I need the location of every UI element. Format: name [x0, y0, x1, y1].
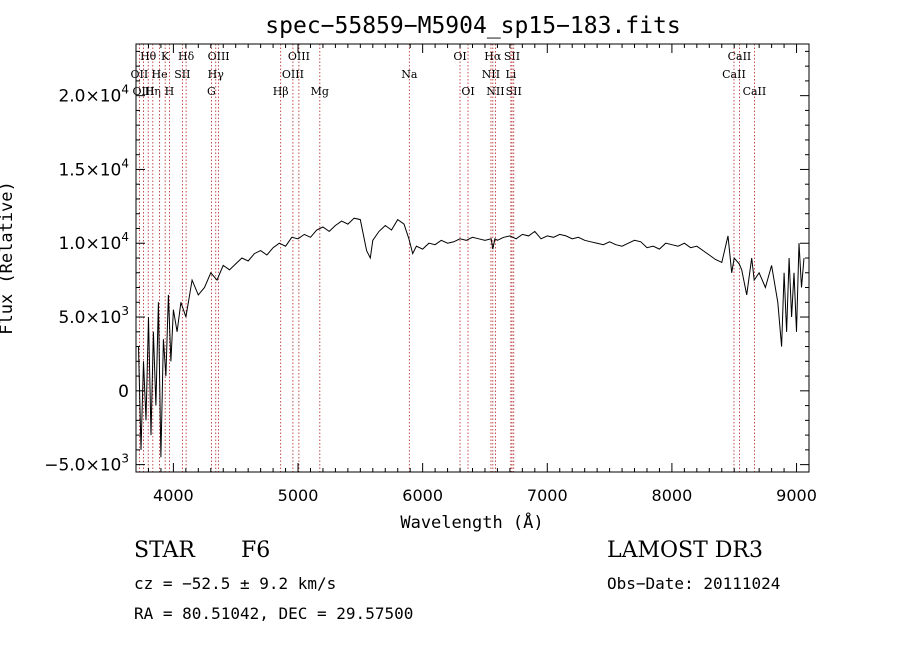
chart-title: spec−55859−M5904_sp15−183.fits — [265, 13, 680, 39]
line-marker-label: OI — [453, 50, 466, 63]
line-marker-label: H — [165, 85, 175, 98]
x-tick-label: 7000 — [527, 486, 568, 505]
line-marker-label: Hη — [145, 85, 161, 98]
line-marker-label: OIII — [132, 85, 154, 98]
line-marker-label: OIII — [282, 68, 304, 81]
line-marker-label: OI — [461, 85, 474, 98]
sky-coordinates: RA = 80.51042, DEC = 29.57500 — [134, 604, 414, 623]
line-marker-label: OIII — [288, 50, 310, 63]
line-marker-label: SII — [504, 50, 520, 63]
series-layer — [138, 217, 805, 458]
y-tick-label: 1.0×104 — [58, 230, 129, 254]
x-tick-label: 4000 — [153, 486, 194, 505]
survey-name: LAMOST DR3 — [607, 538, 763, 563]
y-tick-label: 1.5×104 — [58, 156, 129, 180]
line-marker-label: CaII — [722, 68, 746, 81]
y-tick-label: −5.0×103 — [44, 452, 129, 476]
line-marker-label: Hθ — [140, 50, 157, 63]
observation-date: Obs−Date: 20111024 — [607, 574, 781, 593]
y-axis-label: Flux (Relative) — [0, 181, 17, 335]
line-marker-label: K — [161, 50, 170, 63]
y-tick-label: 0 — [118, 382, 129, 402]
line-marker-label: Hγ — [208, 68, 225, 81]
line-marker-label: NII — [482, 68, 500, 81]
x-tick-label: 6000 — [402, 486, 443, 505]
x-tick-label: 5000 — [278, 486, 319, 505]
x-axis: 4000 5000 6000 7000 8000 9000 — [147, 44, 817, 505]
line-marker-label: Hβ — [273, 85, 289, 98]
x-tick-label: 9000 — [776, 486, 817, 505]
x-axis-label: Wavelength (Å) — [400, 511, 543, 533]
object-subclass: F6 — [241, 538, 271, 563]
line-marker-label: Hα — [484, 50, 502, 63]
line-marker-label: CaII — [728, 50, 752, 63]
y-tick-label: 5.0×103 — [58, 304, 129, 328]
line-marker-label: Hδ — [178, 50, 195, 63]
line-marker-label: He — [152, 68, 168, 81]
line-marker-label: Na — [401, 68, 418, 81]
line-marker-label: Mg — [311, 85, 329, 98]
line-marker-label: CaII — [743, 85, 767, 98]
line-marker-label: NII — [486, 85, 504, 98]
x-tick-label: 8000 — [652, 486, 693, 505]
line-marker-label: Li — [505, 68, 516, 81]
object-class: STAR — [134, 538, 195, 563]
spectrum-line — [138, 217, 805, 458]
line-marker-label: G — [207, 85, 216, 98]
plot-frame — [135, 43, 810, 473]
line-marker-label: SII — [506, 85, 522, 98]
line-marker-label: OIII — [208, 50, 230, 63]
y-tick-label: 2.0×104 — [58, 83, 129, 107]
line-marker-label: OII — [131, 68, 149, 81]
line-marker-label: SII — [174, 68, 190, 81]
redshift-cz: cz = −52.5 ± 9.2 km/s — [134, 574, 337, 593]
y-axis: −5.0×103 0 5.0×103 1.0×104 1.5×104 2.0×104 — [44, 50, 809, 476]
